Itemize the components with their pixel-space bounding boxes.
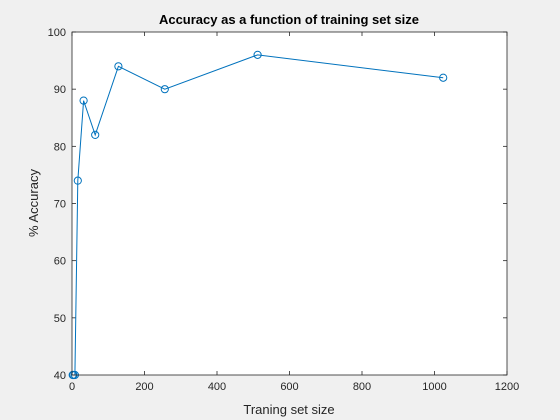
y-tick-label: 50	[54, 313, 66, 325]
x-tick-label: 600	[280, 381, 298, 393]
x-axis-label: Traning set size	[243, 402, 334, 417]
data-point	[91, 130, 100, 139]
data-point	[253, 50, 262, 59]
x-tick-label: 200	[135, 381, 153, 393]
x-tick-label: 1200	[495, 381, 519, 393]
x-tick-label: 1000	[422, 381, 446, 393]
data-point	[73, 176, 82, 185]
y-tick-label: 70	[54, 199, 66, 211]
y-tick-label: 40	[54, 370, 66, 382]
data-point	[79, 96, 88, 105]
y-tick-label: 60	[54, 256, 66, 268]
y-tick-label: 80	[54, 141, 66, 153]
plot-frame	[71, 31, 508, 376]
data-point	[160, 85, 169, 94]
plot-area	[72, 32, 507, 375]
chart-title: Accuracy as a function of training set s…	[159, 12, 419, 27]
data-point	[439, 73, 448, 82]
y-tick-label: 100	[48, 27, 66, 39]
data-point	[114, 62, 123, 71]
y-tick-label: 90	[54, 84, 66, 96]
x-tick-label: 800	[353, 381, 371, 393]
y-axis-label: % Accuracy	[26, 169, 41, 237]
x-tick-label: 0	[69, 381, 75, 393]
x-tick-label: 400	[208, 381, 226, 393]
axis-ticks: 0 200 400 600 800 1000 1200 40 50 60 70 80 90 100	[48, 27, 520, 393]
